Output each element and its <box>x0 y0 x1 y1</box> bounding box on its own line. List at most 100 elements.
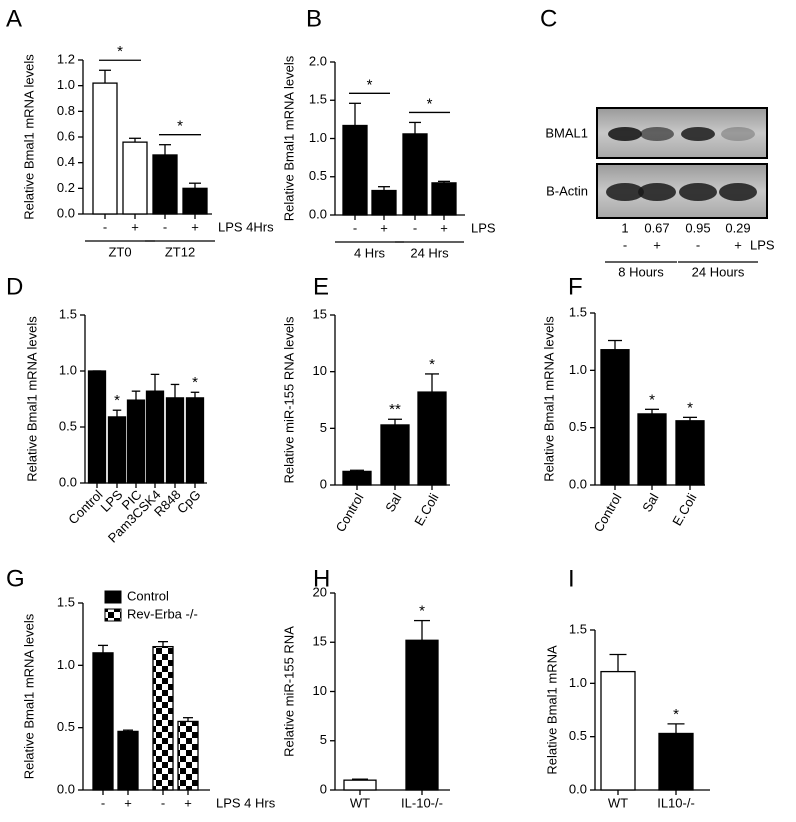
y-tick-label: 1.5 <box>569 304 587 319</box>
treatment-label: LPS 4Hrs <box>218 219 274 234</box>
y-tick-label: 0.0 <box>309 206 327 221</box>
bar <box>92 82 118 215</box>
panel-letter: G <box>6 565 25 592</box>
y-axis-label: Relative Bmal1 mRNA levels <box>281 55 296 221</box>
actin-band <box>638 183 676 201</box>
y-axis-label: Relative miR-155 RNA <box>281 626 296 757</box>
bar <box>405 639 439 791</box>
significance: * <box>687 399 693 416</box>
bar <box>402 133 428 216</box>
group-label: 24 Hours <box>692 264 745 279</box>
y-tick-label: 1.5 <box>569 621 587 636</box>
bar <box>417 391 447 486</box>
x-tick-label: Sal <box>639 491 661 515</box>
x-tick-label: + <box>131 219 139 234</box>
x-tick-label: Control <box>333 491 367 535</box>
significance: * <box>367 76 373 93</box>
y-tick-label: 0.5 <box>57 719 75 734</box>
quantification: 0.29 <box>725 220 750 235</box>
x-tick-label: - <box>353 220 357 235</box>
y-tick-label: 5 <box>320 420 327 435</box>
y-tick-label: 0.8 <box>57 103 75 118</box>
panel-letter: C <box>540 5 557 32</box>
quantification: 0.67 <box>644 220 669 235</box>
bar <box>152 645 174 791</box>
actin-band <box>606 183 644 201</box>
y-tick-label: 0.5 <box>59 418 77 433</box>
x-tick-label: - <box>163 219 167 234</box>
bar <box>92 652 114 791</box>
y-tick-label: 1.5 <box>57 594 75 609</box>
treatment-label: LPS <box>471 220 496 235</box>
legend-swatch <box>104 608 122 622</box>
y-tick-label: 0.0 <box>569 476 587 491</box>
y-tick-label: 0.5 <box>309 168 327 183</box>
y-tick-label: 1.0 <box>309 130 327 145</box>
bar <box>165 397 185 484</box>
y-tick-label: 0.2 <box>57 180 75 195</box>
x-tick-label: CpG <box>174 487 204 517</box>
x-tick-label: E.Coli <box>669 491 699 529</box>
x-tick-label: - <box>101 795 105 810</box>
bar <box>380 424 410 486</box>
y-tick-label: 15 <box>313 634 327 649</box>
y-tick-label: 1.5 <box>309 92 327 107</box>
legend-label: Control <box>127 588 169 603</box>
x-tick-label: WT <box>350 795 370 810</box>
band-label: BMAL1 <box>545 125 588 140</box>
bar <box>185 397 205 484</box>
significance: * <box>114 392 120 409</box>
quantification: 1 <box>621 220 628 235</box>
y-tick-label: 0 <box>320 781 327 796</box>
x-tick-label: Control <box>591 491 625 535</box>
y-tick-label: 5 <box>320 732 327 747</box>
group-label: 4 Hrs <box>354 245 386 260</box>
y-axis-label: Relative Bmal1 mRNA levels <box>21 613 36 779</box>
bar <box>152 154 178 215</box>
panel-letter: D <box>6 273 23 300</box>
bar <box>343 779 377 791</box>
x-tick-label: + <box>440 220 448 235</box>
x-tick-label: - <box>103 219 107 234</box>
panel-letter: F <box>568 273 583 300</box>
y-tick-label: 1.2 <box>57 51 75 66</box>
bar <box>371 189 397 216</box>
significance: * <box>427 95 433 112</box>
significance: * <box>177 118 183 135</box>
y-tick-label: 0.0 <box>57 781 75 796</box>
x-tick-label: - <box>161 795 165 810</box>
x-tick-label: IL10-/- <box>657 795 695 810</box>
y-tick-label: 1.0 <box>569 675 587 690</box>
x-tick-label: - <box>696 237 700 252</box>
bar <box>182 187 208 215</box>
y-axis-label: Relative miR-155 RNA levels <box>281 316 296 483</box>
y-tick-label: 20 <box>313 584 327 599</box>
x-tick-label: E.Coli <box>411 491 441 529</box>
group-label: ZT0 <box>108 244 131 259</box>
panel-letter: A <box>6 5 22 32</box>
bar <box>637 413 667 486</box>
significance: * <box>419 603 425 620</box>
x-tick-label: IL-10-/- <box>401 795 443 810</box>
x-tick-label: Sal <box>382 491 404 515</box>
y-axis-label: Relative Bmal1 mRNA levels <box>21 54 36 220</box>
bar <box>675 420 705 486</box>
y-tick-label: 0.6 <box>57 128 75 143</box>
y-tick-label: 0.0 <box>59 474 77 489</box>
y-tick-label: 0.5 <box>569 728 587 743</box>
y-tick-label: 0.0 <box>569 781 587 796</box>
y-tick-label: 1.0 <box>57 77 75 92</box>
bar <box>177 720 199 791</box>
y-tick-label: 1.5 <box>59 306 77 321</box>
bar <box>122 141 148 215</box>
group-label: 8 Hours <box>618 264 664 279</box>
bar <box>145 390 165 484</box>
bar <box>107 416 127 484</box>
legend-swatch <box>104 590 122 604</box>
significance: * <box>117 43 123 60</box>
bar <box>600 349 630 486</box>
y-tick-label: 0.5 <box>569 419 587 434</box>
x-tick-label: - <box>623 237 627 252</box>
bar <box>342 124 368 216</box>
